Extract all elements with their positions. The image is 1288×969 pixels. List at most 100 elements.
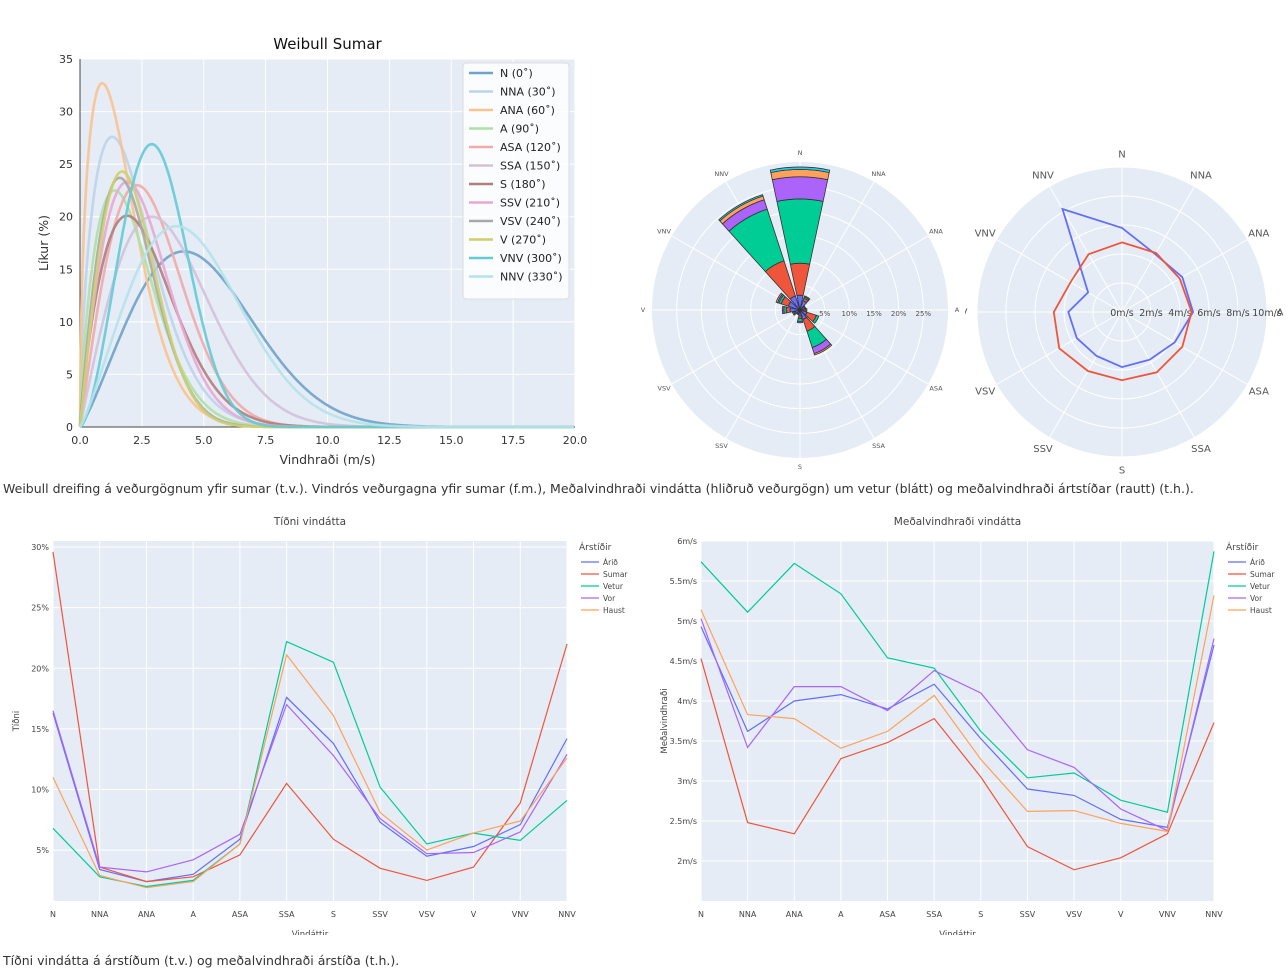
speed-polar-direction-label: VSV: [975, 386, 995, 397]
y-tick-label: 35: [59, 53, 73, 66]
rose-bar-segment: [803, 305, 807, 310]
series-line: [700, 626, 1215, 829]
legend-label: Haust: [603, 606, 625, 615]
legend-label: SSA (150˚): [500, 160, 560, 173]
freq-svg: N NNA ANA A ASA SSA S SSV VSV V VNV NNV 5% 10% 15% 20% 2…: [12, 516, 628, 940]
x-tick-label: SSA: [926, 910, 942, 919]
y-tick-label: 25: [59, 158, 73, 171]
rose-radial-tick-label: 5%: [819, 310, 830, 318]
x-tick-label: N: [698, 910, 704, 919]
speed-polar-radial-tick-label: 8m/s: [1226, 308, 1249, 319]
y-tick-label: 20%: [31, 664, 49, 673]
x-tick-label: 17.5: [501, 434, 526, 447]
legend-label: ASA (120˚): [500, 141, 561, 154]
legend-label: Vetur: [1250, 582, 1271, 591]
x-tick-label: A: [838, 910, 844, 919]
y-tick-label: 10%: [31, 785, 49, 794]
rose-bar-segment: [813, 343, 833, 356]
y-tick-label: 5%: [36, 846, 49, 855]
legend-label: VSV (240˚): [500, 215, 561, 228]
speed-polar-direction-label: SSA: [1191, 444, 1211, 455]
x-tick-label: 12.5: [377, 434, 402, 447]
rose-direction-label: S: [798, 463, 802, 471]
series-line: [52, 640, 568, 888]
x-tick-label: V: [471, 910, 477, 919]
x-tick-label: S: [978, 910, 983, 919]
series-line: [700, 551, 1215, 813]
rose-direction-label: SSV: [715, 442, 728, 450]
speed-polar-direction-label: ASA: [1249, 386, 1269, 397]
speed-polar-radial-tick-label: 0m/s: [1110, 308, 1133, 319]
legend-label: Haust: [1250, 606, 1272, 615]
legend-label: Vor: [1250, 594, 1263, 603]
frequency-line-chart: N NNA ANA A ASA SSA S SSV VSV V VNV NNV 5% 10% 15% 20% 2…: [0, 505, 640, 940]
y-tick-label: 4.5m/s: [670, 657, 697, 666]
speed-polar-ring: [1034, 224, 1210, 400]
legend-label: N (0˚): [500, 67, 533, 80]
legend-label: NNV (330˚): [500, 271, 563, 284]
x-tick-label: ASA: [879, 910, 896, 919]
rose-svg: N NNA ANA A ASA SSA S SSV VSV V VNV NNV 5% 10% 15% 20% 2…: [641, 149, 960, 471]
rose-bar-segment: [775, 292, 783, 304]
speed-polar-direction-label: SSV: [1033, 444, 1053, 455]
speed-polar-ring: [1005, 195, 1239, 429]
x-axis-title: Vindáttir: [292, 930, 329, 935]
y-tick-label: 4m/s: [677, 697, 697, 706]
rose-bar-segment: [781, 305, 785, 315]
x-tick-label: N: [50, 910, 56, 919]
wind-rose-chart: N NNA ANA A ASA SSA S SSV VSV V VNV NNV 5% 10% 15% 20% 2…: [640, 140, 970, 475]
series-line: [52, 551, 568, 883]
x-axis-title: Vindhraði (m/s): [279, 452, 375, 467]
speed-polar-spoke: [1121, 186, 1195, 313]
y-tick-label: 3.5m/s: [670, 737, 697, 746]
y-tick-label: 30%: [31, 543, 49, 552]
rose-bar-segment: [796, 320, 804, 324]
mean-speed-line-chart: N NNA ANA A ASA SSA S SSV VSV V VNV NNV 2m/s 2.5m/s 3m…: [645, 505, 1288, 940]
x-tick-label: NNA: [739, 910, 757, 919]
weibull-chart: 0.0 2.5 5.0 7.5 10.0 12.5 15.0 17.5 20.0 0 5 10 15 20…: [0, 25, 600, 470]
y-tick-label: 6m/s: [677, 537, 697, 546]
chart-title: Tíðni vindátta: [273, 516, 346, 528]
rose-radial-tick-label: 20%: [891, 310, 907, 318]
y-tick-label: 25%: [31, 604, 49, 613]
y-tick-label: 10: [59, 316, 73, 329]
legend-label: Vor: [603, 594, 616, 603]
series-line: [700, 618, 1215, 832]
speed-polar-ring: [1063, 253, 1181, 371]
rose-bar-segment: [718, 194, 764, 222]
x-tick-label: VNV: [1159, 910, 1176, 919]
rose-direction-label: ANA: [929, 228, 943, 236]
x-tick-label: ANA: [786, 910, 803, 919]
series-line: [700, 658, 1215, 871]
rose-direction-label: ASA: [929, 385, 943, 393]
speed-polar-ring: [1092, 282, 1152, 342]
rose-bar-segment: [803, 295, 811, 301]
x-tick-label: VSV: [1066, 910, 1083, 919]
legend-label: Árið: [603, 558, 618, 567]
x-tick-label: SSA: [279, 910, 295, 919]
legend-label: VNV (300˚): [500, 252, 562, 265]
bottom-caption: Tíðni vindátta á árstíðum (t.v.) og meða…: [3, 953, 400, 968]
x-tick-label: 5.0: [195, 434, 213, 447]
y-tick-label: 20: [59, 211, 73, 224]
speed-polar-direction-label: A: [1277, 307, 1284, 318]
x-tick-label: SSV: [1020, 910, 1036, 919]
speed-polar-direction-label: V: [965, 307, 968, 318]
rose-bar-segment: [785, 306, 791, 314]
speed-polar-spoke: [1049, 311, 1123, 438]
legend-label: S (180˚): [500, 178, 546, 191]
series-line: [52, 653, 568, 889]
legend-label: V (270˚): [500, 234, 546, 247]
x-tick-label: S: [331, 910, 336, 919]
speed-polar-direction-label: N: [1118, 149, 1125, 160]
rose-bar-segment: [796, 312, 800, 316]
speed-polar-spoke: [1049, 186, 1123, 313]
plot-background: [701, 541, 1214, 901]
speed-polar-direction-label: NNV: [1032, 171, 1054, 182]
chart-title: Weibull Sumar: [273, 35, 382, 53]
x-axis-title: Vindáttir: [939, 930, 976, 935]
legend-label: ANA (60˚): [500, 104, 555, 117]
speed-polar-radial-tick-label: 2m/s: [1139, 308, 1162, 319]
x-tick-label: 15.0: [439, 434, 464, 447]
speed-polar-direction-label: S: [1119, 465, 1125, 475]
